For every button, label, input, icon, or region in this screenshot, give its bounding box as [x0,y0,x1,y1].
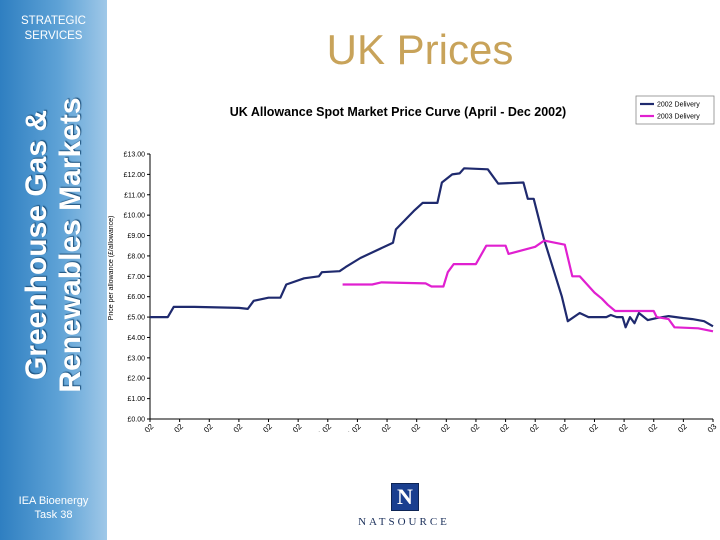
legend-box [635,95,715,125]
y-tick-label: £0.00 [127,417,145,424]
slide-title: UK Prices [326,26,514,73]
legend-label: 2002 Delivery [657,102,700,109]
chart-legend: 2002 Delivery 2003 Delivery [635,95,715,125]
iea-bioenergy-label: IEA Bioenergy Task 38 [0,494,107,522]
y-tick-label: £12.00 [124,172,146,179]
x-tick-label: Aug-02 [368,422,393,432]
chart-container: UK Allowance Spot Market Price Curve (Ap… [108,92,720,448]
y-tick-label: £5.00 [127,315,145,322]
top-label-line2: SERVICES [24,30,83,42]
y-tick-label: £9.00 [127,233,145,240]
y-tick-label: £11.00 [124,192,145,199]
x-tick-label: Jun-02 [250,422,274,432]
x-tick-labels: Apr-02Apr-02May-02May-02Jun-02Jun-02Jul-… [132,422,719,448]
x-tick-label: May-02 [189,422,215,432]
x-tick-label: Dec-02 [664,422,689,432]
x-tick-label: Sep-02 [486,422,511,432]
x-tick-label: Oct-02 [547,422,571,432]
x-tick-label: Dec-02 [635,422,660,432]
x-tick-label: Oct-02 [517,422,541,432]
x-tick-label: Aug-02 [397,422,422,432]
bottom-label-line2: Task 38 [34,509,73,521]
x-tick-label: Aug-02 [427,422,452,432]
logo-mark: N [391,483,419,511]
sidebar: STRATEGIC SERVICES Greenhouse Gas & Rene… [0,0,107,540]
vertical-title-line2: Renewables Markets [54,97,87,393]
x-tick-label: Nov-02 [605,422,630,432]
price-curve-chart: UK Allowance Spot Market Price Curve (Ap… [108,95,719,448]
legend-label: 2003 Delivery [657,114,700,121]
y-tick-label: £7.00 [127,274,145,281]
x-tick-label: Apr-02 [162,422,186,432]
vertical-title: Greenhouse Gas & Renewables Markets [20,97,88,392]
chart-axes [147,153,714,422]
x-tick-label: May-02 [219,422,245,432]
y-tick-label: £1.00 [127,396,145,403]
vertical-title-line1: Greenhouse Gas & [20,109,53,381]
series-line-2002-delivery [150,167,714,329]
bottom-label-line1: IEA Bioenergy [18,495,89,507]
y-tick-label: £10.00 [124,213,146,220]
y-tick-label: £3.00 [127,355,145,362]
chart-title: UK Allowance Spot Market Price Curve (Ap… [230,105,566,119]
strategic-services-label: STRATEGIC SERVICES [0,14,107,44]
top-label-line1: STRATEGIC [21,15,86,27]
y-tick-label: £2.00 [127,376,145,383]
x-tick-label: Jan-03 [695,422,719,432]
y-axis-label: Price per allowance (£/allowance) [108,216,115,321]
y-tick-label: £6.00 [127,294,145,301]
x-tick-label: Nov-02 [575,422,600,432]
x-tick-label: Jul-02 [341,422,363,432]
y-tick-label: £8.00 [127,253,145,260]
logo-text: NATSOURCE [358,516,450,528]
series-line-2003-delivery [342,239,714,333]
logo-glyph: N [397,484,413,509]
y-tick-label: £4.00 [127,335,145,342]
x-tick-label: Sep-02 [457,422,482,432]
y-tick-label: £13.00 [124,152,146,159]
series-lines [150,167,714,333]
y-tick-labels: £0.00 £1.00 £2.00 £3.00 £4.00 £5.00 £6.00 £7.00… [124,152,146,424]
x-tick-label: Jun-02 [280,422,304,432]
natsource-logo: N NATSOURCE [348,480,460,532]
x-tick-label: Jul-02 [311,422,333,432]
